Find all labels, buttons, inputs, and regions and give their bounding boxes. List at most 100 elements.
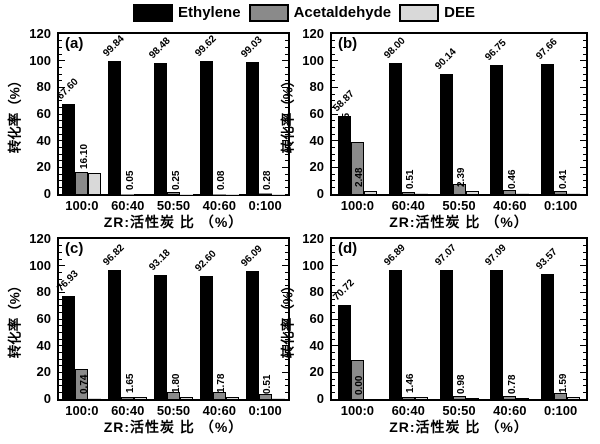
- y-tick-label: 20: [309, 159, 324, 175]
- y-tick-mark: [332, 258, 335, 260]
- plot-area: (c) 76.93 22.33 0.74 96.82 1.53 1.65 93.18 5.02 1…: [56, 237, 290, 401]
- y-tick-mark: [332, 265, 338, 267]
- y-tick-mark: [583, 271, 586, 273]
- y-tick-mark: [59, 385, 62, 387]
- bar-ethylene: [490, 269, 504, 399]
- y-tick-mark: [583, 173, 586, 175]
- y-tick-mark: [59, 113, 65, 115]
- bar-value-label: 99.03: [238, 34, 265, 60]
- bar-value-label: 58.87: [331, 88, 357, 114]
- bar-value-label: 5.02: [157, 368, 169, 389]
- bar-value-label: 16.10: [78, 143, 90, 169]
- y-tick-mark: [332, 325, 335, 327]
- y-tick-mark: [59, 345, 65, 347]
- y-tick-mark: [59, 325, 62, 327]
- y-tick-mark: [332, 385, 335, 387]
- y-tick-mark: [332, 180, 335, 182]
- bar-ethylene: [439, 73, 453, 194]
- bar-value-label: 96.75: [483, 37, 509, 63]
- bar-ethylene: [199, 275, 213, 399]
- x-tick-label: 0:100: [248, 198, 282, 213]
- y-tick-label: 40: [36, 337, 51, 353]
- y-tick-mark: [583, 391, 586, 393]
- y-tick-mark: [580, 86, 586, 88]
- y-tick-mark: [285, 80, 288, 82]
- y-tick-label: 60: [309, 106, 324, 121]
- panel-letter: (c): [65, 240, 84, 257]
- y-tick-mark: [59, 278, 62, 280]
- y-tick-label: 40: [36, 132, 51, 148]
- y-tick-mark: [59, 378, 62, 380]
- y-tick-mark: [332, 40, 335, 42]
- bar-value-label: 1.65: [392, 373, 404, 393]
- y-tick-mark: [285, 133, 288, 135]
- y-tick-mark: [285, 271, 288, 273]
- y-tick-mark: [59, 66, 62, 68]
- y-tick-mark: [285, 305, 288, 307]
- x-axis-title: ZR:活性炭 比 （%）: [103, 419, 244, 435]
- x-tick-label: 40:60: [202, 403, 236, 418]
- bar-ethylene: [337, 304, 351, 399]
- bar-value-label: 0.25: [170, 170, 182, 190]
- bar-value-label: 99.62: [193, 33, 219, 60]
- y-tick-label: 40: [309, 132, 324, 148]
- bar-value-label: 1.95: [443, 372, 454, 393]
- y-tick-mark: [332, 146, 335, 148]
- y-tick-mark: [580, 371, 586, 373]
- panel-letter: (b): [338, 35, 358, 52]
- y-tick-mark: [583, 93, 586, 95]
- bar-value-label: 4.84: [544, 369, 556, 389]
- y-tick-mark: [282, 86, 288, 88]
- x-tick-label: 40:60: [493, 403, 527, 418]
- y-tick-mark: [583, 278, 586, 280]
- panel-letter: (a): [65, 35, 84, 52]
- y-tick-mark: [583, 146, 586, 148]
- y-tick-mark: [285, 245, 288, 247]
- y-tick-mark: [59, 251, 62, 253]
- y-tick-mark: [59, 285, 62, 287]
- y-tick-label: 40: [309, 337, 324, 353]
- y-tick-mark: [583, 245, 586, 247]
- bar-acetaldehyde: [554, 191, 568, 194]
- y-tick-mark: [332, 391, 335, 393]
- x-tick-label: 60:40: [391, 198, 425, 213]
- bar-value-label: 1.65: [124, 373, 136, 393]
- y-tick-mark: [332, 46, 335, 48]
- bar-value-label: 98.00: [381, 35, 408, 62]
- x-tick-label: 0:100: [543, 198, 578, 213]
- bar-acetaldehyde: [75, 172, 89, 194]
- y-tick-mark: [583, 331, 586, 333]
- y-tick-mark: [59, 371, 65, 373]
- y-tick-mark: [332, 173, 335, 175]
- y-tick-label: 100: [29, 52, 51, 68]
- y-tick-mark: [583, 133, 586, 135]
- y-tick-label: 0: [43, 186, 51, 201]
- y-tick-mark: [59, 73, 62, 75]
- y-tick-mark: [583, 53, 586, 55]
- y-tick-mark: [332, 245, 335, 247]
- y-tick-label: 100: [29, 257, 51, 273]
- y-tick-mark: [59, 351, 62, 353]
- bar-value-label: 98.48: [147, 35, 173, 61]
- y-tick-mark: [332, 166, 338, 168]
- y-tick-mark: [59, 338, 62, 340]
- bar-value-label: 1.27: [157, 168, 169, 189]
- legend-swatch-dee: [399, 4, 440, 22]
- bar-value-label: 90.14: [432, 46, 459, 72]
- y-tick-mark: [332, 133, 335, 135]
- y-tick-mark: [332, 140, 338, 142]
- y-tick-mark: [580, 60, 586, 62]
- y-tick-mark: [332, 318, 338, 320]
- y-tick-mark: [583, 298, 586, 300]
- y-tick-mark: [285, 331, 288, 333]
- y-tick-mark: [285, 53, 288, 55]
- x-tick-label: 50:50: [156, 198, 191, 213]
- y-tick-mark: [285, 391, 288, 393]
- x-tick-label: 40:60: [493, 198, 527, 213]
- bar-value-label: 0.78: [506, 374, 518, 394]
- bar-value-label: 92.60: [193, 248, 219, 274]
- bar-acetaldehyde: [503, 190, 517, 194]
- y-tick-mark: [332, 53, 335, 55]
- y-tick-mark: [285, 73, 288, 75]
- x-axis-title: ZR:活性炭 比 （%）: [389, 419, 529, 435]
